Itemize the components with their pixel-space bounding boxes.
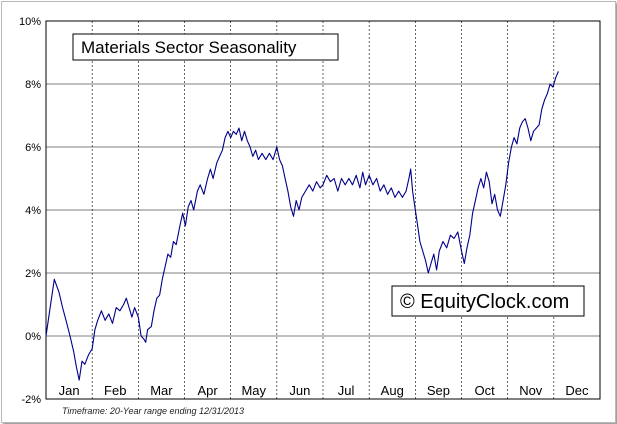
y-tick-label: 2% [25,268,41,280]
x-axis-month-labels: Jan Feb Mar Apr May Jun Jul Aug Sep Oct Nov Dec [59,383,589,398]
x-tick-label-month: Mar [150,383,173,398]
chart-title-box: Materials Sector Seasonality [72,33,339,61]
series-line [45,71,559,381]
y-tick-label: 4% [25,205,41,217]
x-tick-label-month: Feb [104,383,126,398]
x-tick-label-month: Dec [565,383,589,398]
x-tick-label-month: Jan [59,383,80,398]
y-tick-label: 6% [25,142,41,154]
timeframe-footnote: Timeframe: 20-Year range ending 12/31/20… [62,406,244,416]
x-tick-label-month: Nov [519,383,543,398]
x-tick-label-month: Jun [289,383,310,398]
y-axis-ticks: 10% 8% 6% 4% 2% 0% -2% [19,16,41,406]
x-tick-label-month: Oct [474,383,495,398]
x-tick-label-month: Aug [381,383,404,398]
x-tick-label-month: May [241,383,266,398]
x-tick-label-month: Sep [427,383,450,398]
watermark-box: © EquityClock.com [391,285,585,317]
x-tick-label-month: Jul [338,383,355,398]
y-tick-label: 0% [25,331,41,343]
y-tick-label: -2% [21,394,41,406]
chart-title: Materials Sector Seasonality [81,38,297,57]
x-tick-label-month: Apr [197,383,218,398]
y-tick-label: 10% [19,16,41,28]
y-tick-label: 8% [25,79,41,91]
watermark-text: © EquityClock.com [400,291,569,313]
